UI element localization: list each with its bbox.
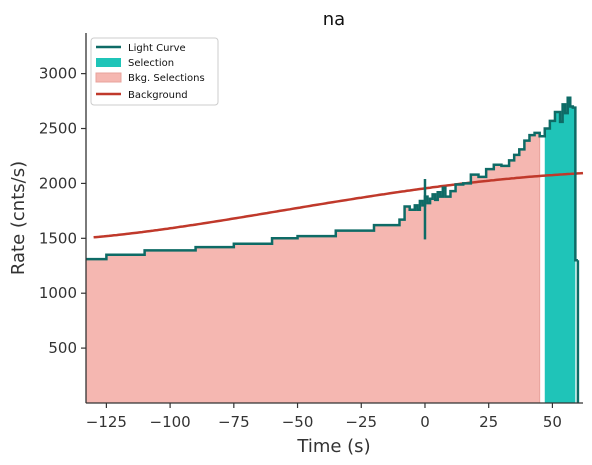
legend-label-bkg-selections: Bkg. Selections xyxy=(128,73,205,84)
legend-swatch-selection xyxy=(96,58,121,67)
selection-layer xyxy=(544,97,576,403)
y-tick-label: 1500 xyxy=(39,229,77,247)
x-axis-label: Time (s) xyxy=(296,436,370,457)
legend-label-background: Background xyxy=(128,90,188,101)
chart-title: na xyxy=(323,9,345,30)
x-tick-label: −100 xyxy=(150,413,191,431)
ticks: −125 −100 −75 −50 −25 0 25 50 500 1000 1500 2000 250… xyxy=(39,65,562,431)
axes xyxy=(85,33,583,404)
x-tick-label: 0 xyxy=(420,413,430,431)
y-axis-label: Rate (cnts/s) xyxy=(8,161,29,275)
x-tick-label: −75 xyxy=(218,413,250,431)
legend: Light Curve Selection Bkg. Selections Ba… xyxy=(90,37,219,106)
light-curve-layer xyxy=(86,96,580,403)
y-tick-label: 1000 xyxy=(39,284,77,302)
y-tick-label: 2000 xyxy=(39,174,77,192)
y-tick-label: 2500 xyxy=(39,120,77,138)
legend-label-light-curve: Light Curve xyxy=(128,43,186,54)
y-tick-label: 3000 xyxy=(39,65,77,83)
x-tick-label: −125 xyxy=(86,413,127,431)
background-curve xyxy=(93,171,584,239)
x-tick-label: 50 xyxy=(543,413,562,431)
legend-swatch-bkg-selections xyxy=(95,72,122,83)
legend-box xyxy=(90,37,219,106)
light-curve xyxy=(86,96,578,262)
selection-region xyxy=(544,97,576,403)
y-tick-label: 500 xyxy=(48,339,77,357)
x-tick-label: −25 xyxy=(345,413,377,431)
background-curve-layer xyxy=(93,171,584,239)
x-tick-label: 25 xyxy=(479,413,498,431)
x-tick-label: −50 xyxy=(282,413,314,431)
legend-label-selection: Selection xyxy=(128,58,174,69)
